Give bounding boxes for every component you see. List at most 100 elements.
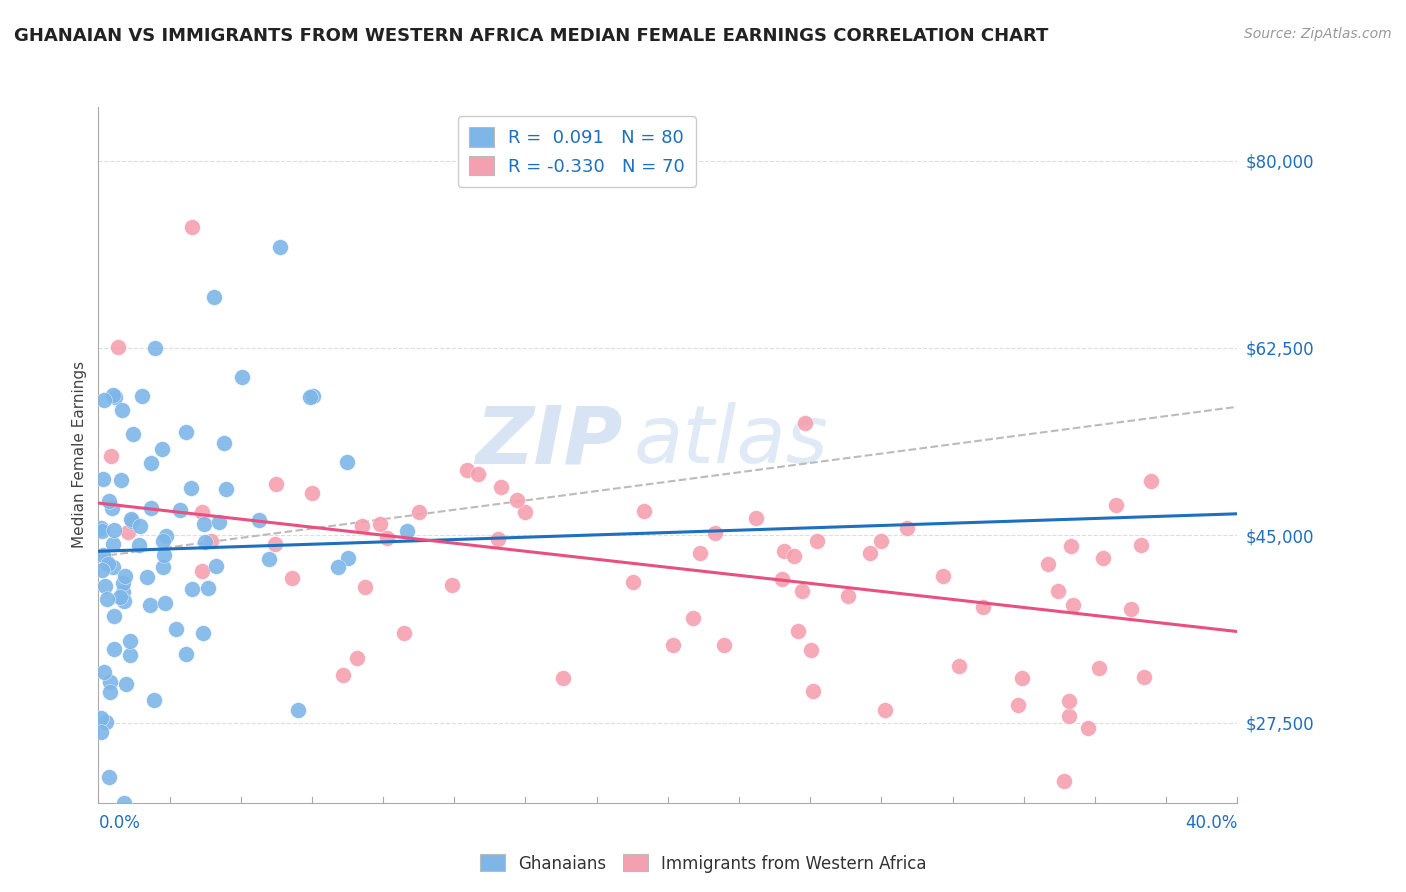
Point (368, 516, 391, 531)
Point (770, 572, 793, 586)
Text: ZIP: ZIP (475, 402, 623, 480)
Point (143, 341, 166, 355)
Point (299, 390, 322, 404)
Point (93, 392, 115, 407)
Point (205, 558, 228, 573)
Point (1130, 538, 1153, 552)
Point (128, 519, 150, 533)
Point (932, 568, 955, 582)
Point (1119, 601, 1142, 615)
Point (169, 503, 191, 517)
Point (1059, 694, 1081, 708)
Point (100, 684, 122, 698)
Point (803, 683, 825, 698)
Y-axis label: Median Female Earnings: Median Female Earnings (72, 361, 87, 549)
Point (181, 219, 204, 234)
Point (190, 505, 212, 519)
Point (301, 389, 323, 403)
Point (100, 449, 122, 463)
Point (744, 511, 766, 525)
Point (193, 516, 215, 531)
Point (1047, 583, 1070, 598)
Point (489, 480, 512, 494)
Point (682, 611, 704, 625)
Point (703, 526, 725, 541)
Point (98, 494, 121, 508)
Point (118, 648, 141, 662)
Point (112, 594, 135, 608)
Point (141, 456, 163, 470)
Point (859, 546, 882, 560)
Point (107, 340, 129, 354)
Point (100, 501, 122, 516)
Point (394, 626, 416, 640)
Point (1105, 498, 1128, 512)
Point (91, 549, 114, 563)
Point (869, 534, 891, 549)
Point (553, 671, 575, 685)
Point (633, 504, 655, 518)
Point (783, 549, 806, 563)
Point (101, 559, 124, 574)
Point (287, 703, 309, 717)
Point (332, 668, 354, 682)
Point (181, 582, 204, 597)
Point (197, 582, 219, 596)
Point (136, 570, 159, 584)
Point (174, 647, 197, 661)
Point (259, 551, 281, 566)
Point (1077, 721, 1099, 735)
Point (90, 524, 112, 538)
Point (101, 537, 124, 551)
Point (408, 505, 430, 519)
Point (120, 512, 142, 526)
Point (948, 659, 970, 673)
Point (806, 533, 828, 548)
Point (139, 500, 162, 515)
Point (90, 725, 112, 739)
Point (111, 584, 134, 599)
Point (713, 638, 735, 652)
Point (441, 578, 464, 592)
Point (155, 529, 177, 543)
Point (152, 533, 174, 548)
Point (515, 505, 537, 519)
Point (208, 516, 231, 530)
Point (837, 589, 859, 603)
Point (486, 533, 509, 547)
Point (174, 425, 197, 440)
Point (773, 544, 796, 558)
Point (165, 622, 187, 636)
Point (111, 576, 134, 591)
Point (118, 634, 141, 648)
Point (328, 560, 350, 574)
Text: 0.0%: 0.0% (98, 814, 141, 831)
Point (90, 521, 112, 535)
Point (131, 388, 153, 402)
Point (395, 524, 418, 539)
Legend: R =  0.091   N = 80, R = -0.330   N = 70: R = 0.091 N = 80, R = -0.330 N = 70 (458, 116, 696, 186)
Point (94, 714, 117, 729)
Point (180, 481, 202, 495)
Point (792, 583, 814, 598)
Point (139, 598, 162, 612)
Point (91, 472, 114, 486)
Point (122, 427, 145, 442)
Point (281, 570, 304, 584)
Point (101, 388, 124, 402)
Point (90, 711, 112, 725)
Point (121, 515, 143, 529)
Point (800, 643, 823, 657)
Point (111, 402, 134, 417)
Point (153, 548, 176, 562)
Point (456, 463, 478, 477)
Point (193, 625, 215, 640)
Point (143, 693, 166, 707)
Point (114, 569, 136, 583)
Point (1091, 550, 1114, 565)
Point (112, 796, 135, 810)
Point (1007, 698, 1029, 712)
Point (377, 531, 399, 545)
Point (152, 559, 174, 574)
Point (662, 638, 685, 652)
